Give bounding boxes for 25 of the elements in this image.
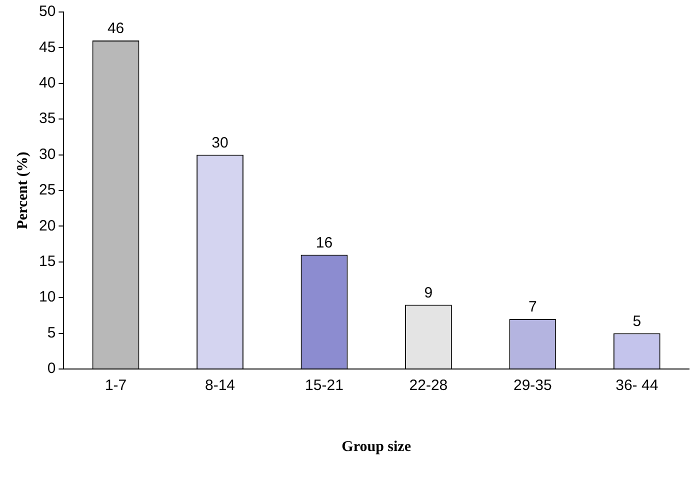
x-tick-label: 1-7 (104, 377, 127, 394)
data-label: 5 (632, 312, 642, 330)
y-axis-title: Percent (%) (14, 152, 31, 230)
y-tick-label: 30 (38, 146, 56, 163)
x-axis-title: Group size (342, 438, 412, 455)
y-tick-label: 20 (38, 217, 56, 234)
x-tick-label: 29-35 (513, 377, 552, 394)
y-tick-label: 35 (38, 110, 56, 128)
data-label: 30 (212, 134, 228, 152)
y-tick-label: 50 (38, 3, 56, 20)
y-tick-label: 25 (38, 182, 56, 199)
x-tick-label: 8-14 (205, 377, 236, 394)
y-tick-label: 15 (38, 253, 56, 270)
y-tick-label: 5 (47, 324, 56, 342)
data-label: 9 (424, 284, 433, 302)
data-label: 16 (316, 234, 333, 252)
y-tick-label: 45 (38, 38, 56, 56)
y-tick-label: 40 (38, 74, 56, 92)
data-label: 46 (107, 20, 124, 38)
x-tick-label: 15-21 (305, 377, 344, 394)
data-label: 7 (528, 298, 537, 316)
x-tick-label: 36- 44 (616, 377, 658, 394)
x-tick-label: 22-28 (409, 377, 448, 394)
y-tick-label: 0 (47, 360, 56, 378)
y-tick-label: 10 (38, 288, 56, 306)
